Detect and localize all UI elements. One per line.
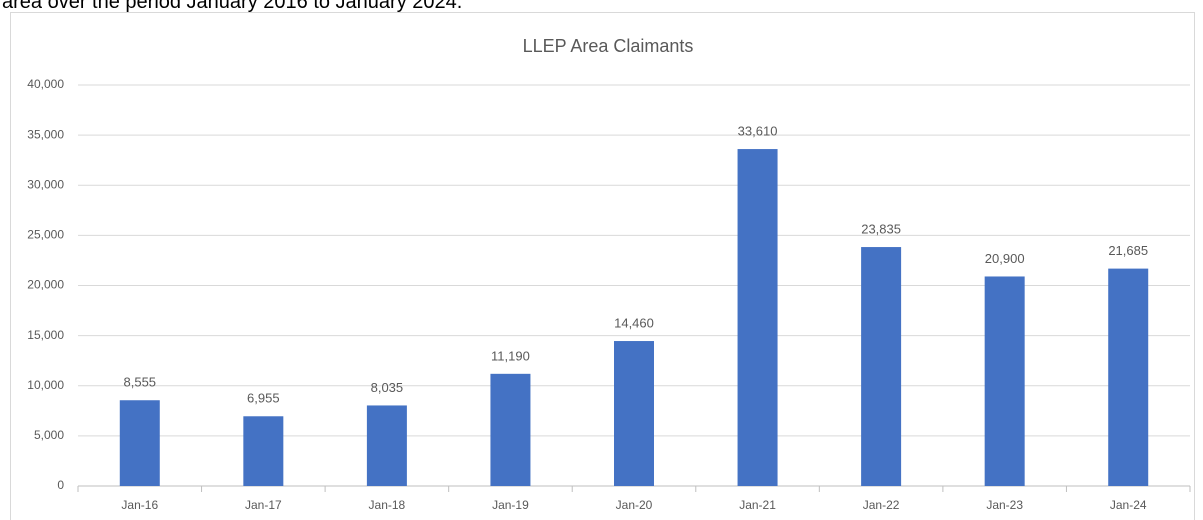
data-label: 23,835 [861,221,901,236]
bar [614,341,654,486]
x-tick-label: Jan-18 [369,498,406,512]
chart-title: LLEP Area Claimants [523,36,694,56]
bar [861,247,902,486]
bar [737,149,778,486]
x-tick-label: Jan-17 [245,498,282,512]
data-label: 21,685 [1108,243,1148,258]
x-tick-label: Jan-20 [616,498,653,512]
bar [243,416,284,486]
x-tick-label: Jan-21 [739,498,776,512]
x-tick-label: Jan-22 [863,498,900,512]
y-tick-label: 25,000 [27,228,64,242]
x-tick-label: Jan-24 [1110,498,1147,512]
data-label: 33,610 [738,123,778,138]
x-tick-label: Jan-16 [121,498,158,512]
x-tick-label: Jan-23 [986,498,1023,512]
bar [119,400,160,486]
bar [1108,268,1149,486]
data-label: 8,035 [371,380,404,395]
x-tick-label: Jan-19 [492,498,529,512]
data-label: 8,555 [124,375,157,390]
y-tick-label: 10,000 [27,378,64,392]
data-label: 6,955 [247,391,280,406]
bar [984,276,1025,486]
y-tick-label: 40,000 [27,77,64,91]
caption: area over the period January 2016 to Jan… [2,0,462,13]
y-tick-label: 30,000 [27,177,64,191]
bar [366,405,407,486]
data-label: 11,190 [491,348,530,363]
bar [490,373,531,486]
y-tick-label: 20,000 [27,278,64,292]
data-label: 20,900 [985,251,1025,266]
y-tick-label: 0 [57,478,64,492]
y-tick-label: 5,000 [34,428,64,442]
y-tick-label: 15,000 [27,328,64,342]
y-tick-label: 35,000 [27,127,64,141]
data-label: 14,460 [614,315,654,330]
